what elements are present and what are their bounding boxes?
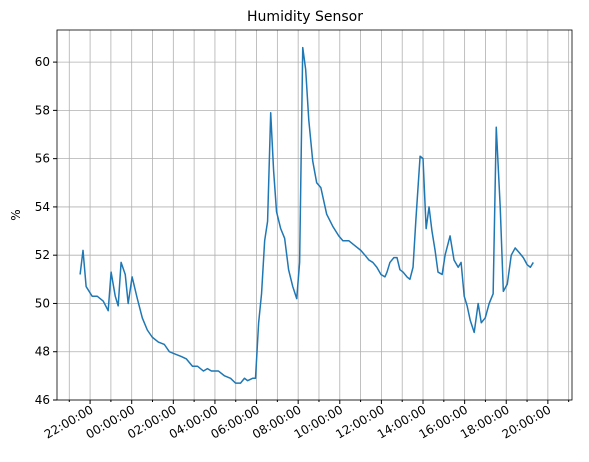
data-line [79,46,534,384]
y-tick-label: 54 [35,200,50,214]
y-tick-label: 52 [35,248,50,262]
y-tick-label: 46 [35,393,50,407]
y-tick-label: 56 [35,152,50,166]
y-axis-label: % [9,209,23,220]
y-tick-label: 58 [35,103,50,117]
y-tick-label: 48 [35,345,50,359]
y-tick-label: 50 [35,296,50,310]
axes-frame [56,29,573,401]
y-tick-label: 60 [35,55,50,69]
chart-title: Humidity Sensor [247,9,363,25]
